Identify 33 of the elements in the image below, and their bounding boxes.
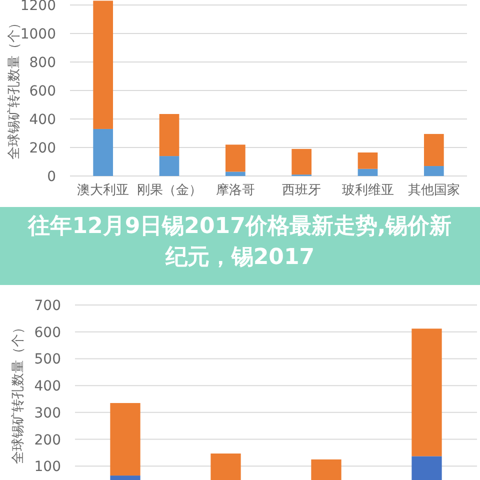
y-tick-label: 100	[34, 459, 61, 476]
bar	[159, 156, 180, 176]
y-tick-label: 0	[47, 169, 56, 185]
y-tick-label: 200	[29, 140, 56, 156]
y-tick-label: 300	[34, 405, 61, 422]
y-tick-label: 400	[34, 378, 61, 395]
y-axis-title: 全球锡矿转孔数量（个）	[7, 16, 22, 160]
y-tick-label: 700	[34, 298, 61, 314]
bar	[225, 172, 246, 176]
x-tick-label: 其他国家	[408, 182, 460, 198]
bar	[292, 148, 312, 175]
y-tick-label: 400	[29, 112, 56, 128]
chart-title: 往年12月9日锡2017价格最新走势,锡价新纪元，锡2017	[26, 213, 453, 272]
x-tick-label: 玻利维亚	[342, 183, 394, 198]
bar	[358, 152, 378, 169]
x-tick-label: 摩洛哥	[216, 183, 255, 198]
x-tick-label: 澳大利亚	[77, 183, 130, 198]
bar	[159, 114, 180, 156]
y-tick-label: 500	[34, 352, 61, 368]
bar	[93, 128, 114, 176]
x-tick-label: 西班牙	[282, 183, 322, 198]
y-tick-label: 1000	[20, 26, 56, 42]
y-tick-label: 600	[34, 324, 61, 341]
bar	[225, 144, 246, 172]
y-tick-label: 200	[34, 432, 61, 448]
bar	[424, 166, 444, 176]
x-tick-label: 刚果（金）	[136, 183, 202, 198]
bar	[358, 168, 378, 176]
bar	[93, 0, 114, 129]
y-tick-label: 800	[29, 54, 56, 71]
y-tick-label: 600	[29, 83, 56, 100]
bar	[424, 134, 444, 166]
y-axis-title: 全球锡矿转孔数量（个）	[11, 321, 26, 464]
